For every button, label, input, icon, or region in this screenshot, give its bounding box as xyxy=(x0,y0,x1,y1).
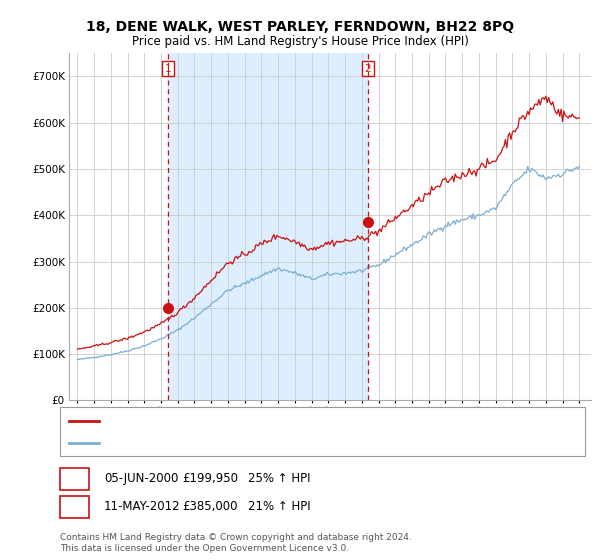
Text: 05-JUN-2000: 05-JUN-2000 xyxy=(104,472,178,486)
Text: £385,000: £385,000 xyxy=(182,500,238,514)
Text: £199,950: £199,950 xyxy=(182,472,238,486)
Text: Price paid vs. HM Land Registry's House Price Index (HPI): Price paid vs. HM Land Registry's House … xyxy=(131,35,469,48)
Text: 11-MAY-2012: 11-MAY-2012 xyxy=(104,500,181,514)
Text: 2: 2 xyxy=(71,500,78,514)
Text: 2: 2 xyxy=(364,64,371,74)
Text: 1: 1 xyxy=(165,64,172,74)
Text: HPI: Average price, detached house, Dorset: HPI: Average price, detached house, Dors… xyxy=(103,437,331,447)
Text: 25% ↑ HPI: 25% ↑ HPI xyxy=(248,472,310,486)
Bar xyxy=(168,53,368,400)
Text: Contains HM Land Registry data © Crown copyright and database right 2024.
This d: Contains HM Land Registry data © Crown c… xyxy=(60,533,412,553)
Text: 21% ↑ HPI: 21% ↑ HPI xyxy=(248,500,310,514)
Text: 18, DENE WALK, WEST PARLEY, FERNDOWN, BH22 8PQ: 18, DENE WALK, WEST PARLEY, FERNDOWN, BH… xyxy=(86,20,514,34)
Text: 1: 1 xyxy=(71,472,78,486)
Text: 18, DENE WALK, WEST PARLEY, FERNDOWN, BH22 8PQ (detached house): 18, DENE WALK, WEST PARLEY, FERNDOWN, BH… xyxy=(103,416,484,426)
